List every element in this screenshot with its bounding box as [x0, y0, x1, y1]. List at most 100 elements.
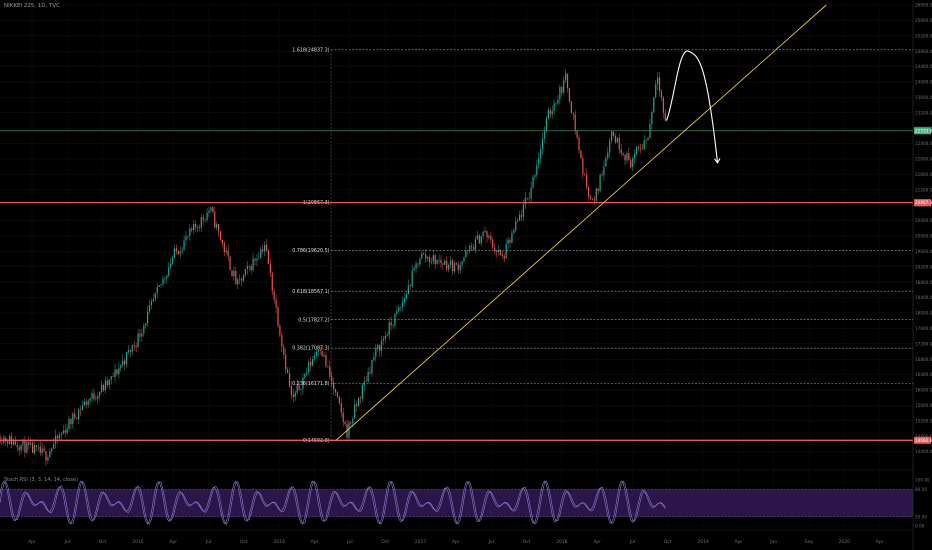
x-tick-label: Oct	[240, 539, 248, 545]
candle-body	[386, 335, 388, 336]
symbol-title: NIKKEI 225, 1D, TVC	[4, 3, 60, 9]
x-tick-label: 2017	[415, 539, 427, 545]
candle-body	[166, 275, 168, 279]
candle-body	[657, 77, 659, 85]
x-tick-label: Sep	[805, 539, 814, 545]
x-tick-label: 2018	[556, 539, 568, 545]
candle-body	[492, 239, 494, 248]
candle-body	[476, 235, 479, 240]
candle-body	[637, 146, 640, 149]
candle-body	[164, 278, 166, 279]
trendline	[335, 4, 827, 441]
candle-body	[597, 188, 599, 191]
candle-body	[145, 323, 147, 326]
candle-body	[421, 253, 423, 259]
candle-body	[643, 140, 645, 149]
y-tick-label: 18000.0	[915, 311, 932, 316]
candle-body	[480, 236, 482, 244]
candle-body	[122, 360, 124, 366]
candle-body	[449, 260, 452, 265]
candle-body	[78, 409, 80, 420]
candle-body	[148, 305, 151, 312]
candle-body	[377, 345, 379, 348]
candle-body	[520, 215, 523, 217]
candle-body	[653, 97, 655, 112]
y-tick-label: 16400.0	[915, 372, 932, 377]
candle-body	[135, 346, 137, 348]
candle-body	[56, 435, 59, 439]
y-tick-label: 25200.0	[915, 33, 932, 38]
candle-body	[237, 279, 239, 285]
candle-body	[64, 430, 66, 433]
x-tick-label: Jun	[769, 539, 777, 545]
candle-body	[79, 409, 82, 411]
candle-body	[74, 413, 76, 418]
candle-body	[194, 223, 197, 228]
fib-level-label: 0.236(16171.8)	[292, 381, 329, 387]
candle-body	[540, 149, 542, 158]
candle-body	[628, 153, 630, 161]
price-axis[interactable]: 26000.0 25600.0 25200.0 24800.0 24400.0 24000…	[912, 0, 932, 550]
candle-body	[417, 263, 419, 265]
candle-body	[528, 198, 530, 199]
candle-body	[459, 264, 461, 270]
candle-body	[296, 385, 298, 393]
candle-body	[448, 264, 450, 270]
y-tick-label: 14800.0	[915, 434, 932, 439]
candle-body	[471, 245, 473, 248]
candle-body	[545, 118, 548, 132]
time-axis[interactable]: Apr Jul Oct 2015 Apr Jul Oct 2016 Apr Jul Oct 2017 A…	[0, 529, 913, 545]
stoch-title: Stoch RSI (3, 3, 14, 14, close)	[4, 477, 78, 483]
candle-body	[179, 251, 181, 255]
y-tick-label: 14400.0	[915, 449, 932, 454]
candle-body	[561, 87, 563, 93]
candle-body	[497, 250, 500, 252]
candle-body	[12, 441, 15, 445]
candle-body	[212, 207, 214, 212]
candle-body	[398, 307, 400, 312]
x-tick-label: Apr	[452, 539, 460, 545]
candle-body	[580, 150, 582, 159]
candle-body	[281, 335, 283, 347]
stoch-k-line	[0, 480, 666, 525]
candle-body	[160, 283, 162, 286]
candle-body	[384, 335, 386, 339]
candle-body	[465, 251, 467, 258]
candle-body	[141, 333, 143, 337]
candle-body	[292, 394, 294, 397]
candle-body	[219, 231, 222, 240]
candle-body	[426, 257, 429, 259]
candle-body	[20, 444, 22, 451]
candle-body	[415, 263, 417, 269]
candle-body	[35, 445, 38, 447]
candle-body	[490, 235, 492, 240]
stochastic-panel	[0, 469, 913, 525]
candle-body	[402, 302, 404, 308]
candle-body	[244, 268, 247, 275]
candle-body	[24, 440, 26, 453]
candle-body	[187, 236, 189, 237]
candle-body	[440, 259, 442, 264]
candle-body	[551, 110, 553, 115]
candle-body	[494, 247, 496, 252]
candle-body	[423, 253, 425, 255]
candle-body	[265, 244, 268, 251]
candle-body	[518, 215, 521, 221]
candle-body	[565, 73, 567, 81]
candle-body	[221, 239, 224, 244]
candle-body	[547, 109, 549, 119]
candle-body	[361, 385, 363, 399]
candle-body	[557, 99, 559, 104]
candle-body	[469, 245, 471, 251]
candle-body	[641, 148, 643, 150]
candle-body	[369, 372, 371, 374]
candle-body	[72, 413, 74, 425]
y-tick-label: 24800.0	[915, 49, 932, 54]
y-tick-label: 15600.0	[915, 403, 932, 408]
projection-arrow	[665, 50, 719, 163]
x-tick-label: 2015	[132, 539, 144, 545]
candle-body	[407, 285, 409, 295]
candle-body	[177, 250, 179, 255]
candle-body	[89, 398, 91, 401]
